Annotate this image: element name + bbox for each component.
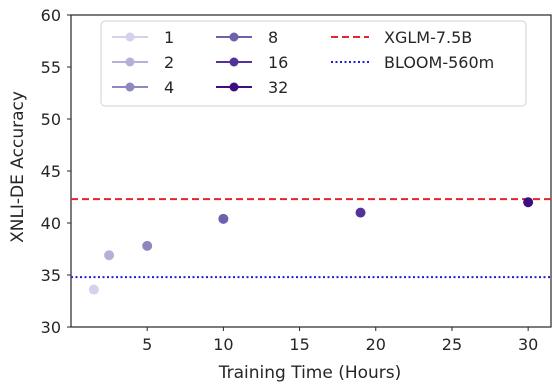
- x-tick-label: 15: [289, 335, 309, 354]
- data-point-16: [355, 207, 366, 218]
- legend-label-32: 32: [268, 78, 288, 97]
- data-point-4: [142, 240, 153, 251]
- data-points: [88, 197, 534, 295]
- legend-box: [100, 20, 527, 107]
- y-tick-label: 40: [41, 214, 61, 233]
- legend-label-bloom-560m: BLOOM-560m: [384, 53, 494, 72]
- legend-marker-1: [125, 32, 135, 42]
- reference-lines: [71, 198, 551, 279]
- y-tick-label: 45: [41, 162, 61, 181]
- y-tick-label: 55: [41, 58, 61, 77]
- legend-marker-4: [125, 82, 135, 92]
- legend-label-1: 1: [164, 28, 174, 47]
- legend-marker-8: [229, 32, 239, 42]
- y-tick-label: 50: [41, 110, 61, 129]
- data-point-8: [218, 213, 229, 224]
- data-point-32: [523, 197, 534, 208]
- legend-label-xglm-7-5b: XGLM-7.5B: [384, 28, 472, 47]
- data-point-1: [88, 284, 99, 295]
- legend-marker-16: [229, 57, 239, 67]
- x-tick-label: 20: [366, 335, 386, 354]
- x-tick-label: 25: [442, 335, 462, 354]
- y-tick-label: 30: [41, 318, 61, 337]
- data-point-2: [104, 250, 115, 261]
- axes: 5 10 15 20 25 30 30 35 40 45 50 55 60: [41, 6, 539, 354]
- y-axis-label: XNLI-DE Accuracy: [8, 91, 28, 243]
- legend-marker-32: [229, 82, 239, 92]
- legend-label-16: 16: [268, 53, 288, 72]
- legend: 1 2 4 8 16 32 XGLM-7.5B BLOOM-560m: [100, 20, 527, 107]
- legend-label-8: 8: [268, 28, 278, 47]
- x-tick-label: 5: [142, 335, 152, 354]
- x-axis-label: Training Time (Hours): [218, 363, 402, 383]
- x-tick-label: 30: [518, 335, 538, 354]
- y-tick-label: 60: [41, 6, 61, 25]
- legend-label-2: 2: [164, 53, 174, 72]
- x-tick-label: 10: [213, 335, 233, 354]
- legend-marker-2: [125, 57, 135, 67]
- legend-label-4: 4: [164, 78, 174, 97]
- y-tick-label: 35: [41, 266, 61, 285]
